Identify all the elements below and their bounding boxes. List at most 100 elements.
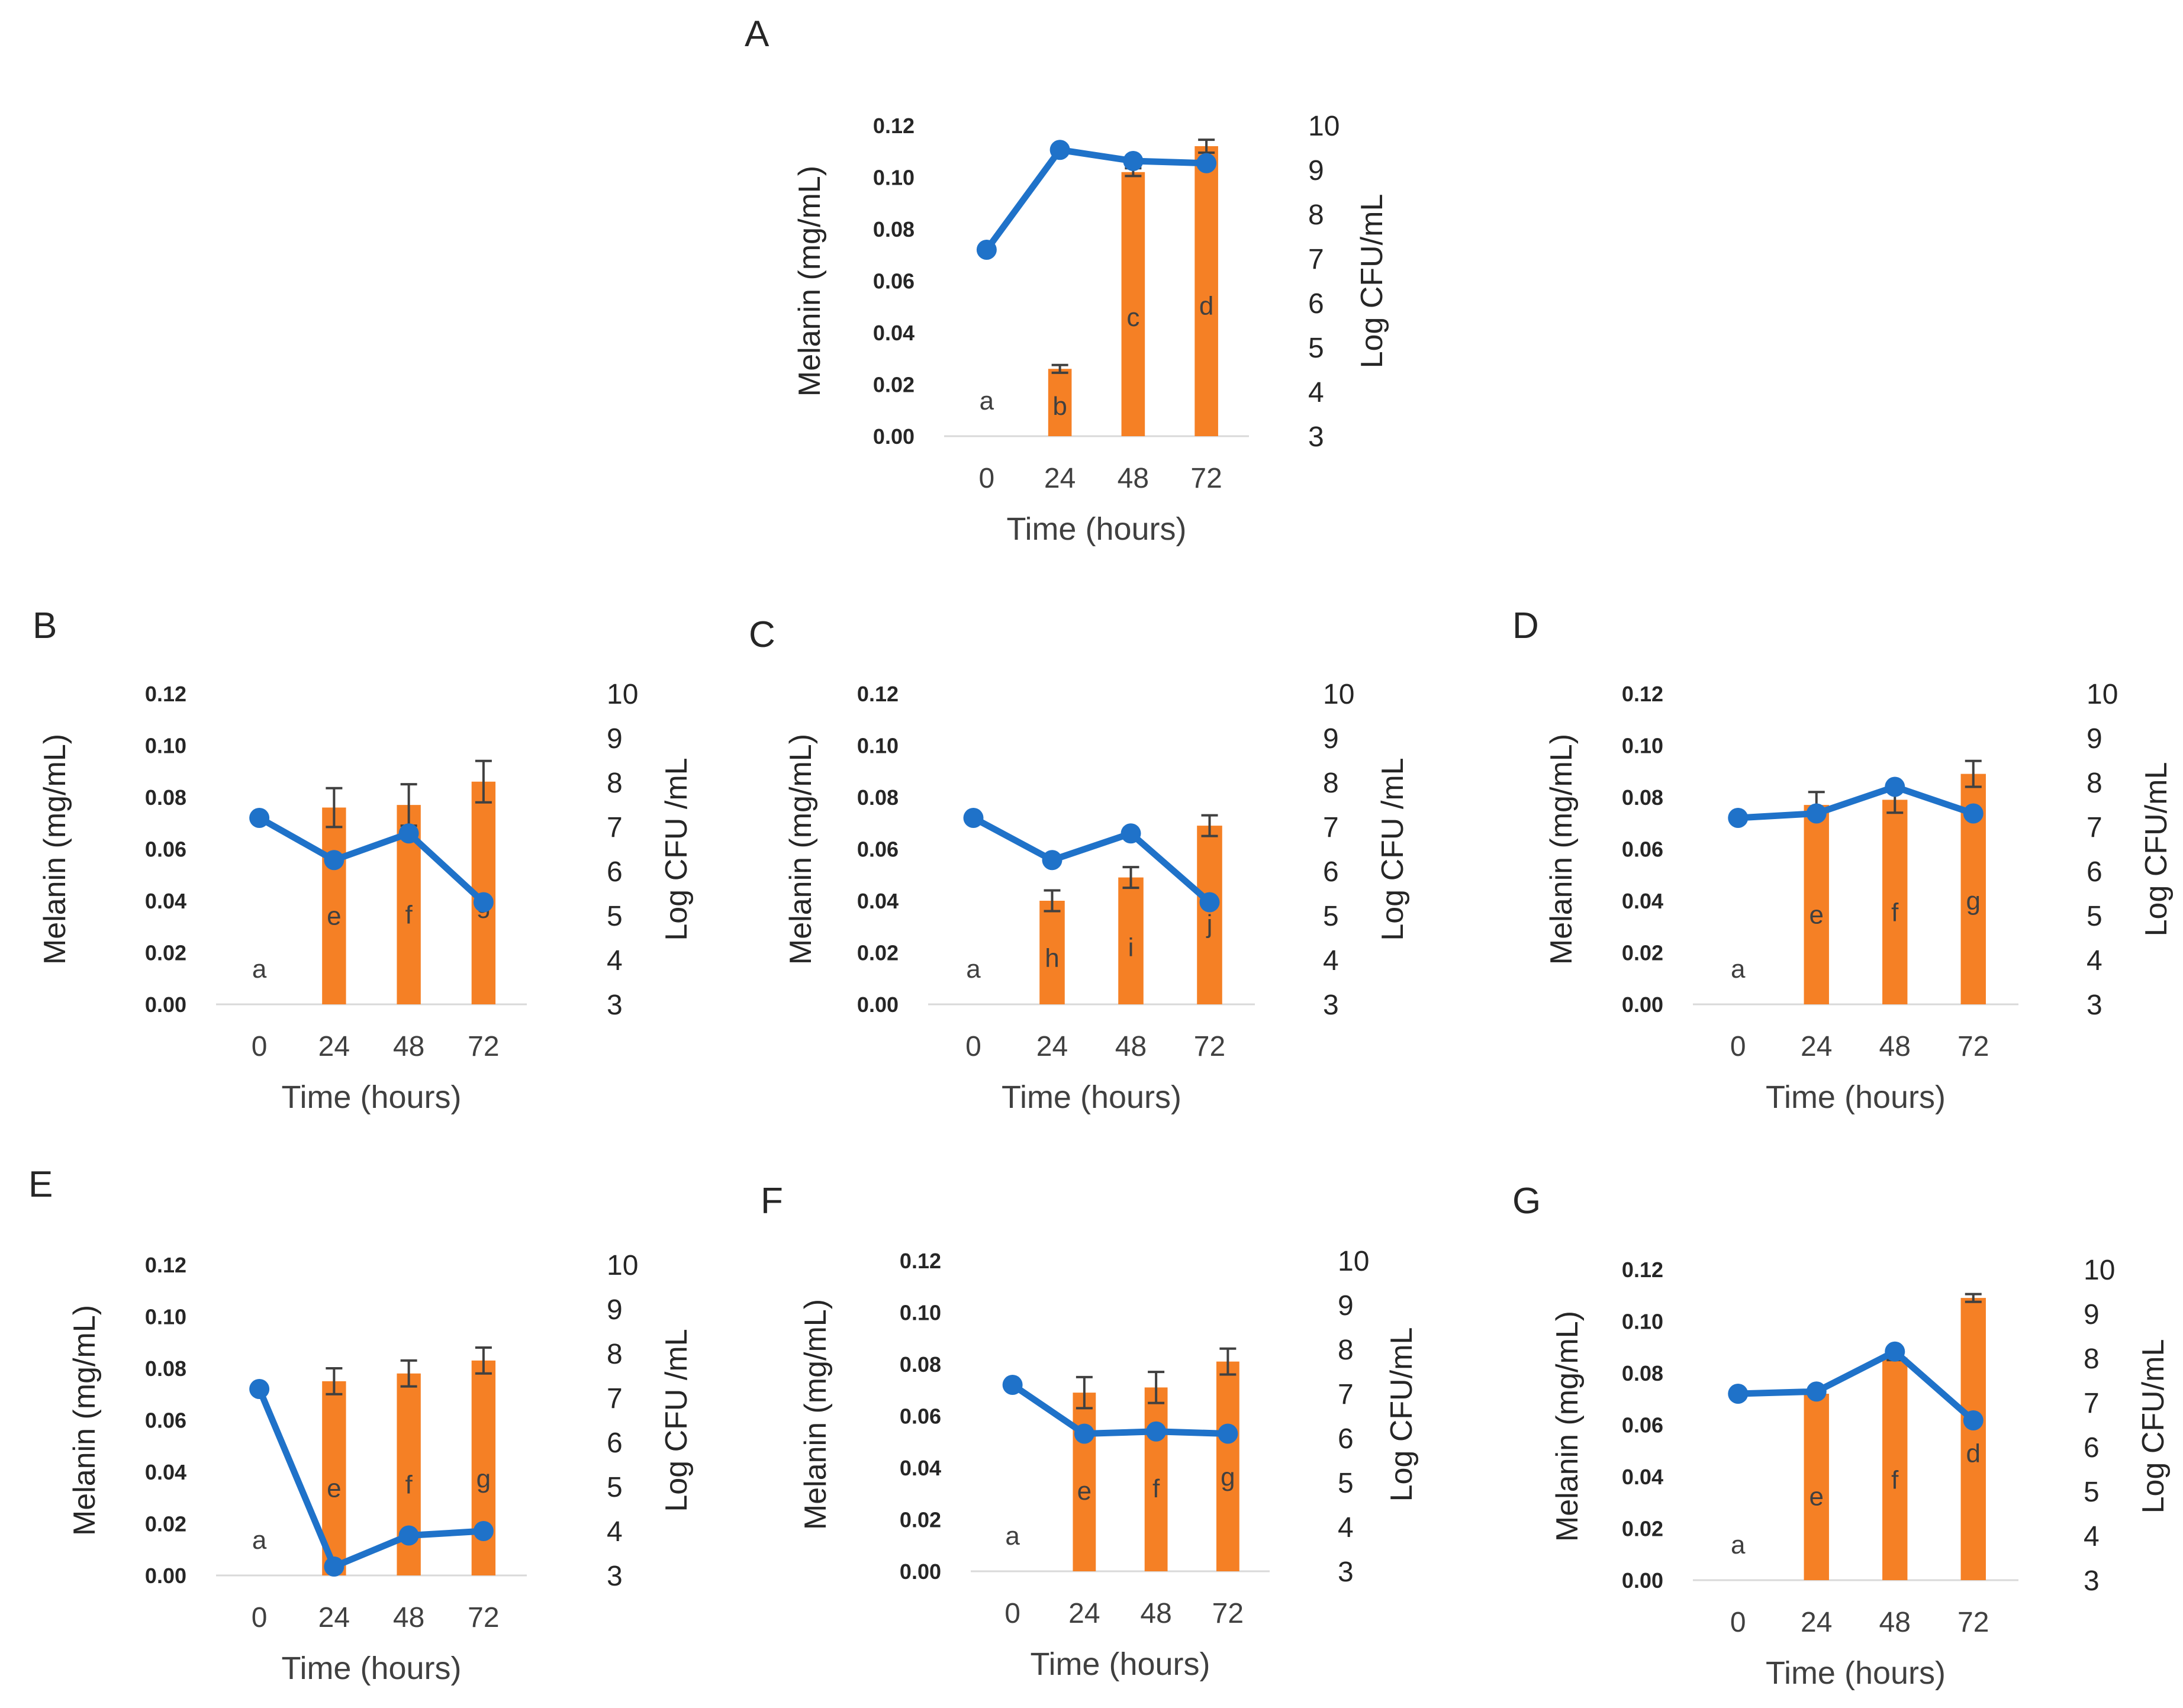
panel-e-y-title-left: Melanin (mg/mL) xyxy=(67,1305,102,1536)
panel-d-significance-letter: g xyxy=(1966,887,1981,916)
panel-b-ytick-left: 0.04 xyxy=(145,889,186,913)
panel-e-ytick-right: 8 xyxy=(607,1339,623,1370)
panel-e-ytick-left: 0.10 xyxy=(145,1305,186,1329)
panel-a-xtick: 0 xyxy=(979,463,995,494)
panel-a-ytick-left: 0.00 xyxy=(873,424,915,449)
panel-b-y-title-right: Log CFU /mL xyxy=(659,758,694,940)
panel-a-ytick-left: 0.10 xyxy=(873,166,915,190)
panel-g-xtick: 72 xyxy=(1957,1607,1989,1638)
panel-a-cfu-point xyxy=(1196,153,1217,173)
panel-d-cfu-point xyxy=(1806,803,1827,824)
panel-b-ytick-left: 0.06 xyxy=(145,837,186,862)
panel-e-x-title: Time (hours) xyxy=(281,1651,461,1686)
panel-g-ytick-left: 0.00 xyxy=(1622,1568,1663,1593)
panel-e-significance-letter: a xyxy=(252,1526,267,1555)
panel-d-significance-letter: e xyxy=(1809,900,1824,929)
panel-c-ytick-left: 0.06 xyxy=(857,837,899,862)
panel-b-ytick-right: 8 xyxy=(607,768,623,799)
panel-f-significance-letter: e xyxy=(1077,1477,1092,1506)
panel-a-significance-letter: c xyxy=(1126,303,1139,332)
panel-f-significance-letter: g xyxy=(1221,1463,1235,1492)
panel-d-ytick-right: 6 xyxy=(2087,856,2102,888)
panel-f-significance-letter: f xyxy=(1152,1474,1160,1503)
panel-f-xtick: 72 xyxy=(1212,1598,1244,1629)
panel-d-x-title: Time (hours) xyxy=(1766,1079,1946,1115)
panel-f-ytick-left: 0.00 xyxy=(900,1559,941,1584)
panel-a-ytick-right: 7 xyxy=(1308,244,1324,275)
panel-c-cfu-point xyxy=(1042,850,1062,871)
panel-g-cfu-line xyxy=(1738,1348,1976,1423)
panel-c-ytick-right: 4 xyxy=(1323,945,1339,977)
panel-d-ytick-right: 7 xyxy=(2087,812,2102,843)
panel-c-ytick-right: 8 xyxy=(1323,768,1339,799)
panel-a-ytick-right: 9 xyxy=(1308,155,1324,186)
panel-f-ytick-right: 5 xyxy=(1338,1468,1354,1499)
panel-c-ytick-left: 0.00 xyxy=(857,992,899,1017)
panel-f-cfu-point xyxy=(1002,1375,1023,1395)
panel-b-significance-letter: f xyxy=(405,900,413,929)
panel-g-xtick: 48 xyxy=(1879,1607,1911,1638)
panel-a-ytick-right: 3 xyxy=(1308,421,1324,453)
panel-d-xtick: 72 xyxy=(1957,1031,1989,1062)
panel-g-ytick-right: 4 xyxy=(2084,1521,2100,1552)
panel-b-ytick-left: 0.12 xyxy=(145,682,186,706)
panel-e-y-title-right: Log CFU /mL xyxy=(659,1329,694,1512)
panel-c-xtick: 48 xyxy=(1115,1031,1147,1062)
panel-c-cfu-point xyxy=(1121,823,1141,844)
panel-f-ytick-right: 4 xyxy=(1338,1512,1354,1543)
panel-a-ytick-right: 5 xyxy=(1308,333,1324,364)
panel-f-ytick-right: 7 xyxy=(1338,1379,1354,1410)
panel-c-significance-letter: a xyxy=(966,955,981,984)
panel-d-cfu-line xyxy=(1737,784,1975,821)
panel-c-xtick: 72 xyxy=(1194,1031,1225,1062)
panel-d-ytick-left: 0.08 xyxy=(1622,785,1663,810)
panel-a-significance-letter: a xyxy=(980,386,994,415)
panel-e-cfu-point xyxy=(249,1379,270,1399)
panel-a-letter: A xyxy=(745,14,769,54)
panel-a-ytick-right: 10 xyxy=(1308,111,1340,142)
panel-f-ytick-left: 0.10 xyxy=(900,1301,941,1325)
panel-d-letter: D xyxy=(1512,605,1539,646)
panel-f-ytick-right: 8 xyxy=(1338,1335,1354,1366)
panel-d-cfu-point xyxy=(1963,803,1984,824)
panel-g-bar xyxy=(1882,1357,1908,1580)
panel-a-ytick-right: 8 xyxy=(1308,199,1324,231)
panel-g-cfu-point xyxy=(1885,1341,1905,1362)
panel-a-bar xyxy=(1121,172,1145,436)
panel-d-significance-letter: f xyxy=(1891,898,1899,927)
panel-f-bar xyxy=(1144,1387,1168,1571)
panel-d-ytick-left: 0.02 xyxy=(1622,941,1663,965)
panel-b-ytick-left: 0.08 xyxy=(145,785,186,810)
panel-f-bar xyxy=(1073,1393,1096,1571)
panel-a-ytick-left: 0.08 xyxy=(873,217,915,241)
panel-a-bar xyxy=(1048,369,1072,436)
panel-f-y-title-right: Log CFU/mL xyxy=(1385,1327,1419,1502)
panel-g-ytick-right: 3 xyxy=(2084,1565,2100,1597)
panel-b-x-title: Time (hours) xyxy=(281,1079,461,1115)
panel-f-xtick: 0 xyxy=(1004,1598,1020,1629)
panel-c-bar xyxy=(1118,877,1144,1004)
panel-e-ytick-left: 0.08 xyxy=(145,1356,186,1381)
panel-a-ytick-left: 0.04 xyxy=(873,321,915,345)
panel-d-xtick: 48 xyxy=(1879,1031,1911,1062)
panel-g-y-title-right: Log CFU/mL xyxy=(2136,1339,2171,1514)
panel-c-cfu-point xyxy=(1199,892,1220,913)
panel-a-ytick-right: 6 xyxy=(1308,288,1324,320)
panel-e-xtick: 72 xyxy=(468,1602,499,1633)
panel-g-ytick-right: 9 xyxy=(2084,1299,2100,1330)
panel-f-xtick: 48 xyxy=(1140,1598,1171,1629)
panel-d-xtick: 0 xyxy=(1730,1031,1746,1062)
panel-e-cfu-line xyxy=(256,1387,484,1570)
panel-c-ytick-left: 0.12 xyxy=(857,682,899,706)
panel-g-bar xyxy=(1804,1394,1829,1580)
panel-b-ytick-right: 7 xyxy=(607,812,623,843)
panel-a-cfu-point xyxy=(1049,140,1070,160)
panel-a-ytick-left: 0.06 xyxy=(873,269,915,294)
panel-a-significance-letter: b xyxy=(1052,392,1067,421)
panel-b-significance-letter: e xyxy=(327,901,341,930)
panel-d-bar xyxy=(1882,800,1908,1004)
panel-e-ytick-right: 4 xyxy=(607,1516,623,1548)
panel-a-ytick-left: 0.12 xyxy=(873,114,915,138)
panel-f-x-title: Time (hours) xyxy=(1030,1646,1210,1682)
panel-g-cfu-point xyxy=(1728,1384,1749,1404)
